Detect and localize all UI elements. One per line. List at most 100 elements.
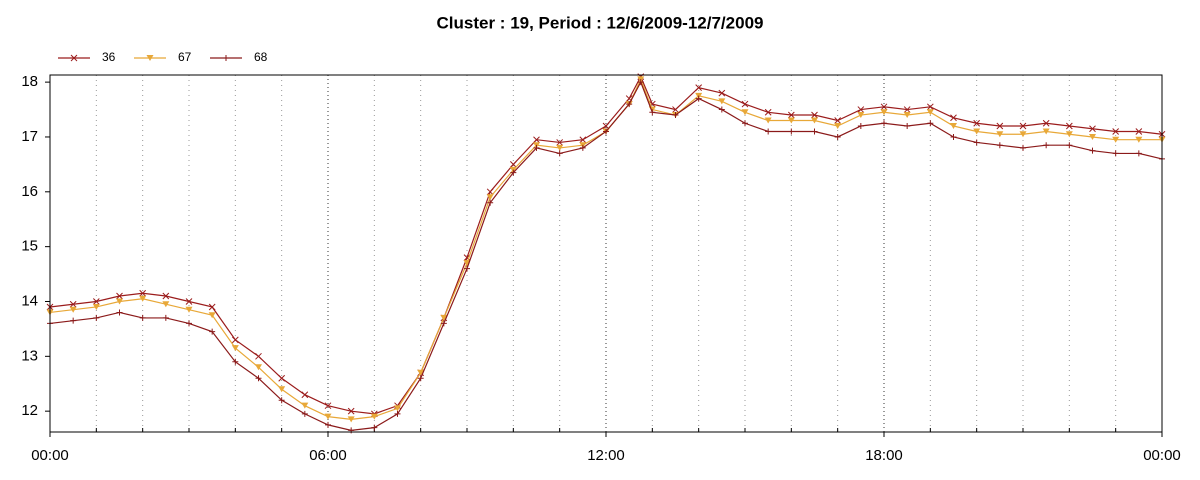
marker <box>1019 122 1027 130</box>
marker <box>162 292 170 300</box>
marker <box>741 109 749 116</box>
y-tick-label: 14 <box>21 292 38 309</box>
series <box>46 73 1166 418</box>
marker <box>556 139 564 146</box>
marker <box>904 123 911 129</box>
marker <box>417 369 425 376</box>
marker <box>718 89 726 97</box>
marker <box>857 112 865 119</box>
marker <box>533 136 540 144</box>
marker <box>162 301 170 308</box>
marker <box>139 314 146 321</box>
marker <box>301 391 309 399</box>
marker <box>742 120 748 127</box>
marker <box>324 413 332 420</box>
marker <box>347 407 355 415</box>
marker <box>1112 150 1119 157</box>
marker <box>347 416 355 423</box>
marker <box>208 312 216 319</box>
marker <box>162 314 169 321</box>
y-tick-label: 13 <box>21 347 38 364</box>
marker <box>556 150 563 157</box>
marker <box>510 169 517 176</box>
marker <box>255 375 262 382</box>
marker <box>927 120 934 127</box>
y-tick-label: 12 <box>21 402 38 419</box>
marker <box>486 194 494 201</box>
marker <box>903 112 911 119</box>
marker <box>834 123 842 129</box>
marker <box>464 265 470 272</box>
marker <box>926 109 934 116</box>
marker <box>811 128 818 135</box>
marker <box>1065 131 1073 138</box>
marker <box>950 114 957 122</box>
legend-marker <box>223 55 229 61</box>
marker <box>1020 144 1026 151</box>
marker <box>231 345 239 352</box>
marker <box>278 374 286 382</box>
marker <box>93 314 100 321</box>
marker <box>973 119 981 127</box>
marker <box>602 122 610 130</box>
series <box>47 79 1165 434</box>
marker <box>857 106 865 113</box>
legend-label: 36 <box>102 50 116 64</box>
legend-marker <box>70 54 78 62</box>
marker <box>996 131 1004 138</box>
marker <box>186 320 192 327</box>
marker <box>417 375 424 382</box>
marker <box>232 358 239 365</box>
x-tick-label: 00:00 <box>1143 447 1181 464</box>
marker <box>116 298 123 305</box>
marker <box>487 199 494 206</box>
x-tick-label: 12:00 <box>587 447 625 464</box>
marker <box>672 106 679 113</box>
chart-title: Cluster : 19, Period : 12/6/2009-12/7/20… <box>437 13 764 32</box>
marker <box>973 128 981 135</box>
y-tick-label: 17 <box>21 128 38 145</box>
marker <box>209 328 216 335</box>
series-line <box>49 80 1163 431</box>
marker <box>1089 147 1096 154</box>
marker <box>208 303 216 311</box>
marker <box>255 352 262 360</box>
marker <box>926 103 934 111</box>
marker <box>394 410 401 417</box>
marker <box>463 260 471 267</box>
x-tick-label: 06:00 <box>309 447 347 464</box>
x-tick-label: 18:00 <box>865 447 903 464</box>
legend-marker <box>146 55 154 61</box>
marker <box>92 298 100 305</box>
marker <box>301 402 309 409</box>
marker <box>1135 136 1143 143</box>
marker <box>278 386 286 393</box>
marker <box>371 424 378 431</box>
marker <box>811 117 818 124</box>
marker <box>996 122 1004 130</box>
marker <box>857 123 864 129</box>
marker <box>1089 133 1096 140</box>
marker <box>811 111 818 119</box>
marker <box>278 397 285 404</box>
marker <box>637 79 644 86</box>
marker <box>1066 142 1073 149</box>
marker <box>324 402 332 410</box>
marker <box>950 123 957 129</box>
marker <box>834 117 842 124</box>
legend-label: 67 <box>178 50 192 64</box>
marker <box>973 139 980 146</box>
marker <box>764 108 772 116</box>
marker <box>486 188 494 196</box>
marker <box>370 413 378 420</box>
marker <box>1019 131 1027 138</box>
marker <box>950 133 957 140</box>
marker <box>672 112 679 119</box>
y-tick-label: 15 <box>21 238 38 255</box>
marker <box>764 117 772 124</box>
marker <box>556 144 564 151</box>
marker <box>1135 128 1143 135</box>
marker <box>92 303 100 310</box>
y-tick-label: 18 <box>21 73 38 90</box>
marker <box>579 136 587 144</box>
